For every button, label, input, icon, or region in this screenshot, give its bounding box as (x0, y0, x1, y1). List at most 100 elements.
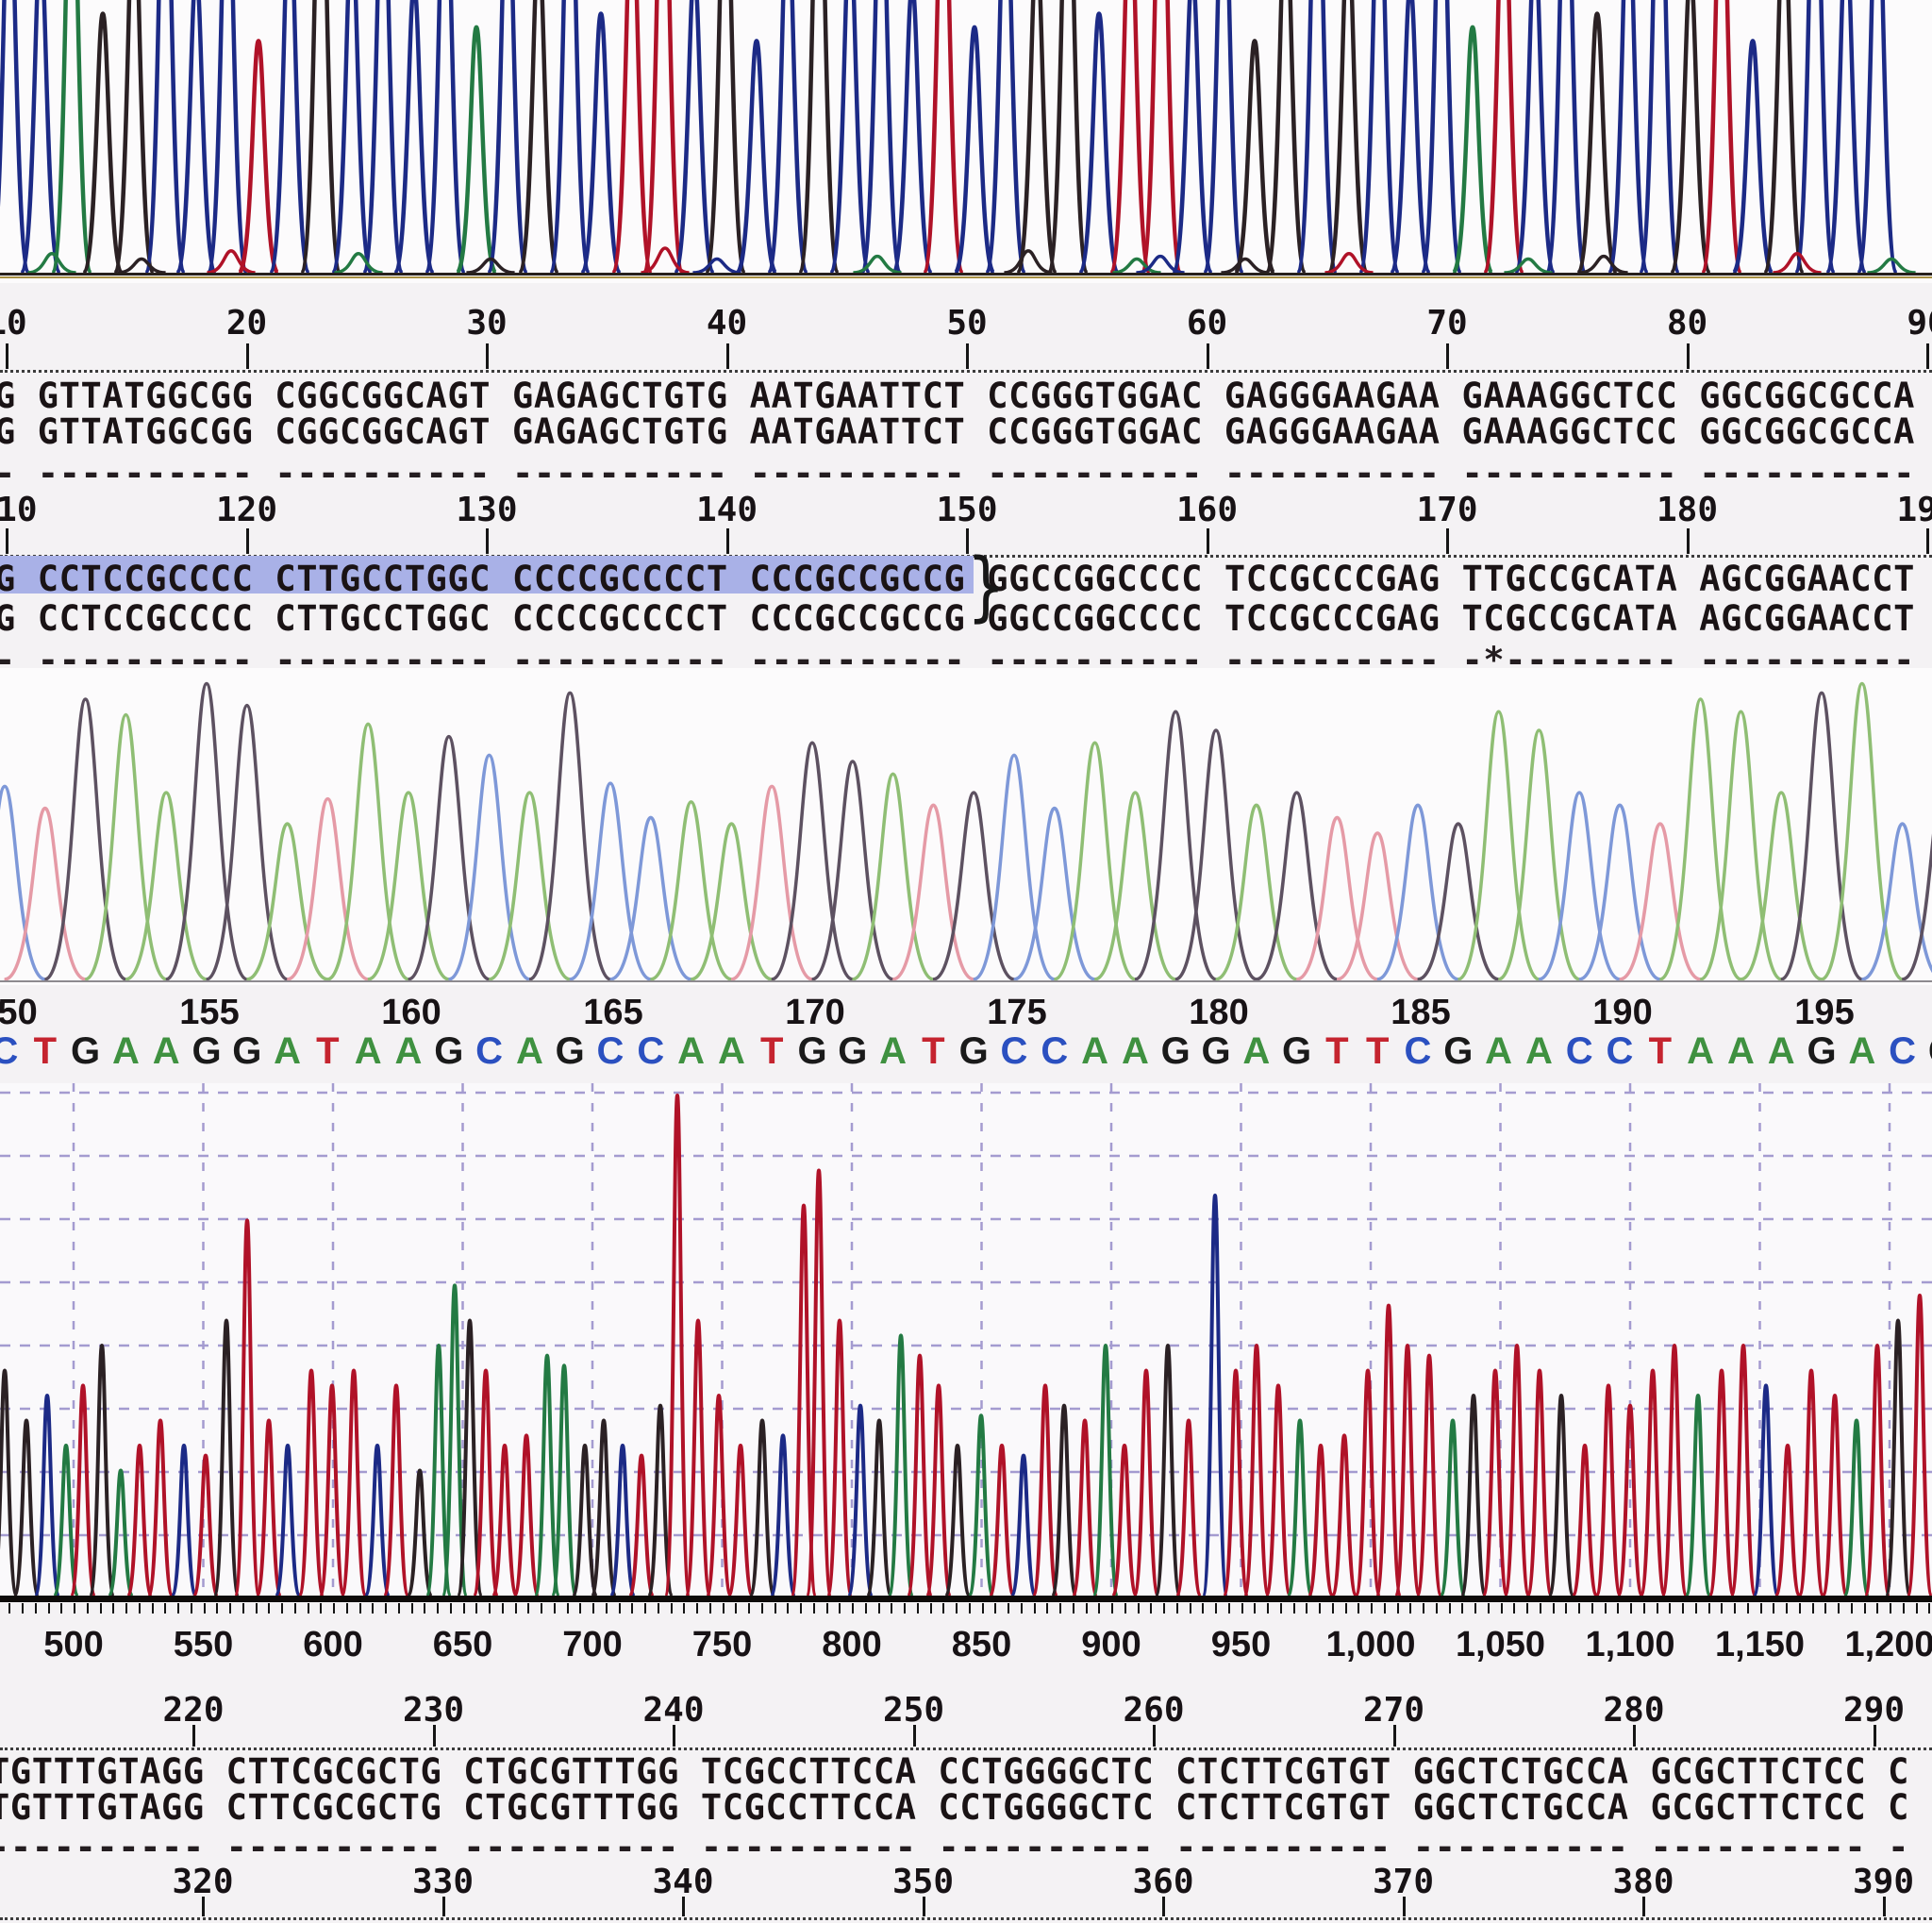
axis-minor-tick (1513, 1603, 1516, 1614)
base-call-letter[interactable]: G (1443, 1030, 1474, 1072)
base-call-letter[interactable]: C (475, 1030, 504, 1072)
base-call-letter[interactable]: C (637, 1030, 665, 1072)
sequence-row-sample3[interactable]: TGTTTGTAGG CTTCGCGCTG CTGCGTTTGG TCGCCTT… (0, 1751, 1909, 1792)
trace-peak (810, 760, 894, 981)
base-call-letter[interactable]: G (555, 1030, 585, 1072)
axis-minor-tick (1423, 1603, 1424, 1614)
axis-minor-tick (1526, 1603, 1528, 1614)
base-call-letter[interactable]: A (717, 1030, 745, 1072)
trace-peak (491, 1444, 519, 1597)
ruler-label: 500 (43, 1625, 104, 1664)
base-call-letter[interactable]: G (838, 1030, 868, 1072)
trace-peak (267, 0, 312, 276)
base-call-letter[interactable]: C (1000, 1030, 1028, 1072)
trace-peak (1729, 1344, 1757, 1597)
base-call-letter[interactable]: A (1687, 1030, 1715, 1072)
base-call-letter[interactable]: A (274, 1030, 302, 1072)
base-call-letter[interactable]: T (759, 1030, 784, 1072)
trace-peak (1699, 0, 1744, 276)
axis-minor-tick (1682, 1603, 1684, 1614)
base-call-letter[interactable]: T (922, 1030, 945, 1072)
base-call-letter[interactable]: G (958, 1030, 989, 1072)
base-call-letter[interactable]: C (1404, 1030, 1432, 1072)
axis-minor-tick (320, 1603, 323, 1614)
base-call-letter[interactable]: G (1201, 1030, 1231, 1072)
axis-minor-tick (1824, 1603, 1827, 1614)
axis-minor-tick (1694, 1603, 1697, 1614)
base-call-letter[interactable]: G (1282, 1030, 1312, 1072)
axis-minor-tick (385, 1603, 387, 1614)
sequence-row-sample2[interactable]: G GTTATGGCGG CGGCGGCAGT GAGAGCTGTG AATGA… (0, 411, 1915, 452)
tick-mark (725, 528, 729, 554)
base-call-letter[interactable]: A (1485, 1030, 1513, 1072)
base-call-letter[interactable]: G (192, 1030, 222, 1072)
base-call-letter[interactable]: T (316, 1030, 340, 1072)
chromatogram-panel-middle[interactable] (0, 668, 1932, 985)
chromatogram-panel-top[interactable] (0, 0, 1932, 283)
base-call-letter[interactable]: T (1365, 1030, 1390, 1072)
base-call-letter[interactable]: A (394, 1030, 423, 1072)
axis-minor-tick (1189, 1603, 1191, 1614)
ruler-label: 165 (583, 993, 643, 1032)
selection-highlight[interactable] (0, 556, 974, 594)
axis-minor-tick (74, 1603, 75, 1614)
base-call-letter[interactable]: G (1807, 1030, 1837, 1072)
axis-minor-tick (281, 1603, 283, 1614)
trace-peak (1637, 0, 1682, 276)
base-call-letter[interactable]: A (515, 1030, 543, 1072)
base-call-letter[interactable]: C (596, 1030, 625, 1072)
trace-peak (1752, 1383, 1780, 1597)
base-call-letter[interactable]: A (1524, 1030, 1553, 1072)
selection-end-bracket[interactable]: } (968, 543, 1005, 631)
axis-minor-tick (1227, 1603, 1230, 1614)
base-call-letter[interactable]: A (354, 1030, 382, 1072)
base-call-letter[interactable]: G (71, 1030, 101, 1072)
axis-minor-tick (618, 1603, 621, 1614)
axis-minor-tick (501, 1603, 504, 1614)
axis-minor-tick (541, 1603, 542, 1614)
axis-minor-tick (527, 1603, 530, 1614)
base-call-letter[interactable]: A (1242, 1030, 1271, 1072)
base-call-letter[interactable]: G (232, 1030, 262, 1072)
chromatogram-panel-overview[interactable] (0, 1083, 1932, 1598)
trace-peak (441, 1283, 469, 1597)
axis-minor-tick (1902, 1603, 1905, 1614)
base-call-letter[interactable]: A (1121, 1030, 1149, 1072)
trace-peak (1076, 11, 1122, 276)
base-call-letter[interactable]: T (33, 1030, 58, 1072)
axis-minor-tick (1591, 1603, 1593, 1614)
base-call-letter[interactable]: A (1081, 1030, 1109, 1072)
base-call-letter[interactable]: A (677, 1030, 706, 1072)
tick-mark (1873, 1725, 1876, 1747)
base-call-letter[interactable]: A (1848, 1030, 1876, 1072)
trace-peak (466, 257, 515, 275)
trace-peak (1863, 1344, 1891, 1597)
base-call-letter[interactable]: A (879, 1030, 908, 1072)
base-call-letter[interactable]: C (1889, 1030, 1917, 1072)
base-call-letter[interactable]: A (152, 1030, 180, 1072)
axis-minor-tick (203, 1603, 206, 1614)
trace-peak (80, 11, 125, 276)
base-call-letter[interactable]: C (0, 1030, 19, 1072)
base-call-letter[interactable]: A (111, 1030, 140, 1072)
base-call-letter[interactable]: G (797, 1030, 827, 1072)
base-call-letter[interactable]: G (1160, 1030, 1191, 1072)
base-call-letter[interactable]: A (1767, 1030, 1795, 1072)
base-call-letter[interactable]: G (434, 1030, 464, 1072)
sequence-row-reference[interactable]: G CCTCCGCCCC CTTGCCTGGC CCCCGCCCCT CCCGC… (0, 598, 1915, 639)
base-call-letter[interactable]: T (1648, 1030, 1673, 1072)
tick-mark (966, 343, 969, 369)
base-call-letter[interactable]: G (1924, 1030, 1932, 1073)
sequence-row-highlighted[interactable]: G CCTCCGCCCC CTTGCCTGGC CCCCGCCCCT CCCGC… (0, 559, 1932, 599)
base-call-letter[interactable]: C (1606, 1030, 1634, 1072)
trace-peak (255, 1418, 283, 1597)
base-call-letter[interactable]: T (1325, 1030, 1349, 1072)
sequence-row-sample4[interactable]: TGTTTGTAGG CTTCGCGCTG CTGCGTTTGG TCGCCTT… (0, 1787, 1909, 1828)
trace-peak (1525, 1368, 1554, 1597)
axis-minor-tick (683, 1603, 686, 1614)
base-call-letter[interactable]: A (1726, 1030, 1755, 1072)
sequence-row-sample1[interactable]: G GTTATGGCGG CGGCGGCAGT GAGAGCTGTG AATGA… (0, 376, 1915, 416)
base-call-letter[interactable]: C (1565, 1030, 1593, 1072)
base-call-letter[interactable]: C (1041, 1030, 1069, 1072)
